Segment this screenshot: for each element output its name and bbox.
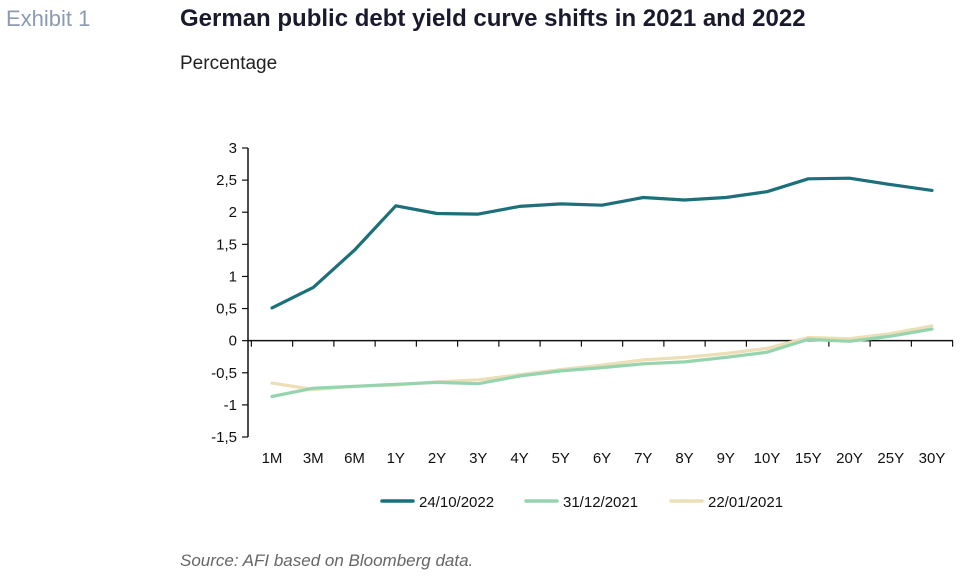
y-tick-label: 2 (229, 204, 237, 221)
x-tick-label: 9Y (717, 450, 735, 467)
chart-series (270, 176, 934, 399)
chart-title: German public debt yield curve shifts in… (180, 5, 806, 32)
legend-label-1: 24/10/2022 (419, 494, 494, 511)
chart-legend: 24/10/2022 31/12/2021 22/01/2021 (380, 494, 783, 511)
y-tick-label: 1 (229, 268, 237, 285)
y-tick-label: -0,5 (211, 365, 237, 382)
x-tick-label: 8Y (675, 450, 693, 467)
x-tick-label: 25Y (877, 450, 904, 467)
x-tick-label: 7Y (634, 450, 652, 467)
x-tick-label: 5Y (552, 450, 570, 467)
x-tick-label: 6M (344, 450, 365, 467)
chart-subtitle: Percentage (180, 53, 278, 74)
y-tick-label: 3 (229, 140, 237, 157)
x-tick-label: 2Y (428, 450, 446, 467)
x-tick-label: 3Y (469, 450, 487, 467)
x-tick-label: 4Y (510, 450, 528, 467)
y-tick-label: 0,5 (216, 301, 237, 318)
y-tick-label: 0 (229, 333, 237, 350)
exhibit-label: Exhibit 1 (6, 6, 91, 31)
legend-label-3: 22/01/2021 (708, 494, 783, 511)
series-line-1 (270, 176, 934, 310)
y-tick-label: 2,5 (216, 172, 237, 189)
x-tick-label: 20Y (836, 450, 863, 467)
series-line-3 (270, 324, 934, 392)
series-line-2 (270, 327, 934, 399)
y-tick-label: -1,5 (211, 429, 237, 446)
x-tick-label: 1M (262, 450, 283, 467)
legend-label-2: 31/12/2021 (563, 494, 638, 511)
y-tick-label: -1 (224, 397, 237, 414)
source-note: Source: AFI based on Bloomberg data. (180, 551, 474, 570)
chart-axes: 3 2,5 2 1,5 1 0,5 0 -0,5 -1 -1,5 1M 3M 6M 1Y 2Y 3Y 4Y 5Y 6… (211, 140, 954, 467)
x-tick-label: 1Y (387, 450, 405, 467)
x-tick-label: 30Y (919, 450, 946, 467)
x-tick-label: 10Y (754, 450, 781, 467)
x-tick-label: 3M (303, 450, 324, 467)
x-tick-label: 15Y (795, 450, 822, 467)
y-tick-label: 1,5 (216, 236, 237, 253)
x-tick-label: 6Y (593, 450, 611, 467)
